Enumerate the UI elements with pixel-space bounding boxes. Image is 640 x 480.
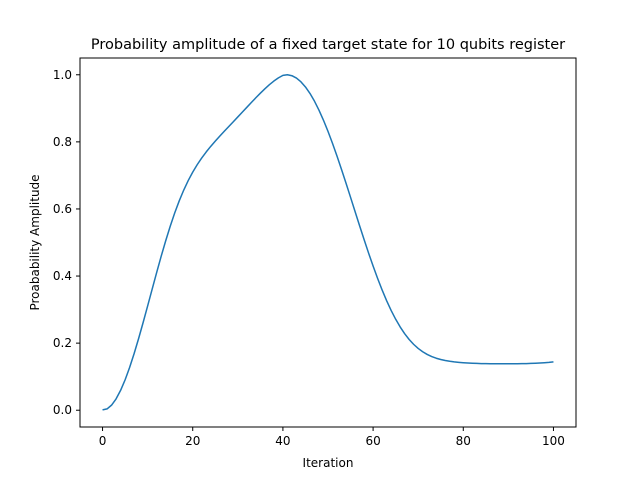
- chart-title: Probability amplitude of a fixed target …: [91, 37, 565, 53]
- y-tick-label: 0.0: [53, 403, 72, 417]
- y-tick-label: 0.8: [53, 135, 72, 149]
- series-line: [102, 74, 554, 411]
- x-tick-label: 40: [275, 434, 290, 448]
- x-tick-label: 80: [456, 434, 471, 448]
- series-layer: [102, 74, 554, 411]
- x-tick-label: 100: [542, 434, 565, 448]
- y-tick-label: 0.6: [53, 202, 72, 216]
- y-axis-label: Proabability Amplitude: [28, 174, 42, 310]
- plot-frame: [79, 57, 577, 428]
- x-tick-label: 20: [185, 434, 200, 448]
- x-tick-label: 0: [99, 434, 107, 448]
- y-tick-label: 0.2: [53, 336, 72, 350]
- x-axis-label: Iteration: [303, 456, 354, 470]
- plot-area: [80, 58, 576, 427]
- tick-layer: 0 20 40 60 80 100 0.0 0.2 0.4 0.6 0.8 1.0: [53, 68, 565, 448]
- y-tick-label: 0.4: [53, 269, 72, 283]
- x-tick-label: 60: [365, 434, 380, 448]
- y-tick-label: 1.0: [53, 68, 72, 82]
